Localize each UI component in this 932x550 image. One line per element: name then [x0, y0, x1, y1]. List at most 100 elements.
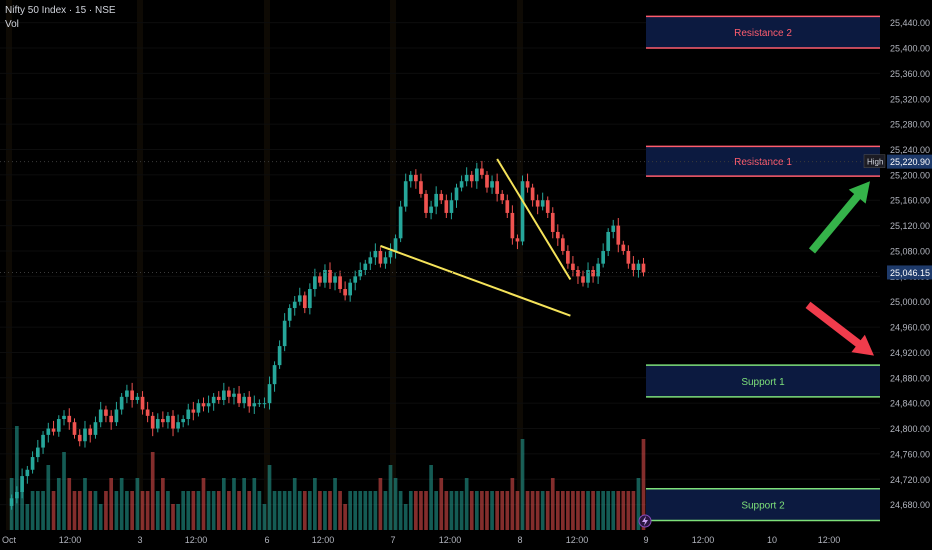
- candle-body: [176, 422, 180, 429]
- candle-body: [424, 193, 428, 213]
- volume-bar: [474, 491, 479, 530]
- zone-label: Support 2: [741, 501, 785, 512]
- candle-body: [297, 295, 302, 302]
- volume-bar: [464, 478, 469, 530]
- candle: [35, 439, 40, 463]
- candle-body: [171, 415, 175, 429]
- candle: [161, 411, 165, 428]
- volume-bar: [621, 491, 626, 530]
- candle: [424, 190, 428, 218]
- candle-body: [408, 174, 413, 182]
- arrow-shape: [805, 301, 874, 356]
- candle-body: [611, 225, 616, 232]
- volume-bar: [469, 491, 474, 530]
- y-tick-label: 25,280.00: [890, 120, 930, 130]
- candle: [155, 413, 160, 433]
- candle: [530, 183, 535, 207]
- y-tick-label: 24,960.00: [890, 323, 930, 333]
- candle-body: [257, 403, 262, 405]
- candle-body: [626, 250, 631, 264]
- volume-bar: [403, 504, 408, 530]
- candle-body: [383, 257, 388, 264]
- volume-bar: [368, 491, 373, 530]
- candle: [211, 393, 216, 411]
- candle: [83, 420, 87, 448]
- current-price-tag: [887, 265, 932, 280]
- candle: [227, 386, 231, 404]
- candle: [561, 234, 565, 255]
- volume-bar: [596, 491, 600, 530]
- y-tick-label: 24,840.00: [890, 399, 930, 409]
- volume-bar: [41, 491, 45, 530]
- candle: [343, 281, 347, 301]
- candle-body: [388, 250, 393, 258]
- y-tick-label: 25,200.00: [890, 170, 930, 180]
- candle-body: [72, 422, 77, 435]
- volume-bar: [15, 426, 19, 530]
- x-tick-label: 12:00: [59, 535, 82, 545]
- candle-body: [581, 276, 585, 283]
- chart-legend: Nifty 50 Index · 15 · NSE Vol: [5, 4, 116, 32]
- candle: [93, 416, 98, 439]
- candle: [571, 256, 575, 277]
- candle-body: [191, 409, 196, 413]
- resistance-zone: Resistance 2: [646, 15, 880, 49]
- candle-body: [338, 276, 342, 290]
- candlesticks: [9, 160, 646, 510]
- candle: [434, 186, 439, 215]
- candle: [636, 259, 641, 278]
- volume-bar: [186, 491, 191, 530]
- volume-bar: [566, 491, 570, 530]
- zone-label: Support 1: [741, 377, 785, 388]
- candle-body: [88, 428, 93, 435]
- candle: [247, 391, 252, 413]
- lightning-bolt: [642, 516, 648, 526]
- x-tick-label: 10: [767, 535, 777, 545]
- y-tick-label: 25,080.00: [890, 246, 930, 256]
- candle: [62, 410, 66, 426]
- candle: [510, 205, 515, 245]
- candle: [206, 395, 211, 413]
- x-tick-label: 3: [137, 535, 142, 545]
- candle: [302, 291, 307, 314]
- high-badge-label: High: [867, 158, 883, 167]
- candle-body: [114, 409, 119, 423]
- volume-label: Vol: [5, 19, 19, 30]
- candle-body: [403, 181, 408, 207]
- volume-bar: [161, 478, 165, 530]
- candle: [378, 247, 383, 268]
- x-tick-label: 12:00: [818, 535, 841, 545]
- volume-bar: [77, 491, 82, 530]
- candle: [408, 171, 413, 188]
- candle: [237, 386, 241, 407]
- lightning-icon: [638, 514, 652, 528]
- candle-body: [237, 393, 241, 404]
- volume-bar: [444, 491, 449, 530]
- candle-body: [636, 263, 641, 270]
- volume-bar: [363, 491, 368, 530]
- volume-bar: [46, 465, 51, 530]
- candle-body: [353, 276, 358, 283]
- candle-body: [616, 225, 621, 245]
- candle: [601, 243, 605, 268]
- volume-bar: [398, 491, 403, 530]
- volume-bar: [636, 478, 641, 530]
- candle: [201, 397, 206, 412]
- volume-bar: [353, 491, 358, 530]
- candle-body: [98, 409, 103, 423]
- y-tick-label: 25,240.00: [890, 145, 930, 155]
- candle-body: [323, 270, 327, 283]
- volume-bar: [485, 491, 489, 530]
- candle-body: [292, 301, 297, 309]
- candle-body: [495, 181, 499, 194]
- candle-body: [104, 409, 108, 416]
- candle-body: [328, 270, 332, 283]
- candle-body: [221, 390, 226, 400]
- volume-bar: [429, 465, 433, 530]
- session-separator: [517, 0, 523, 530]
- candle-body: [302, 295, 307, 309]
- trendline-upper: [496, 158, 572, 281]
- x-tick-label: Oct: [2, 535, 17, 545]
